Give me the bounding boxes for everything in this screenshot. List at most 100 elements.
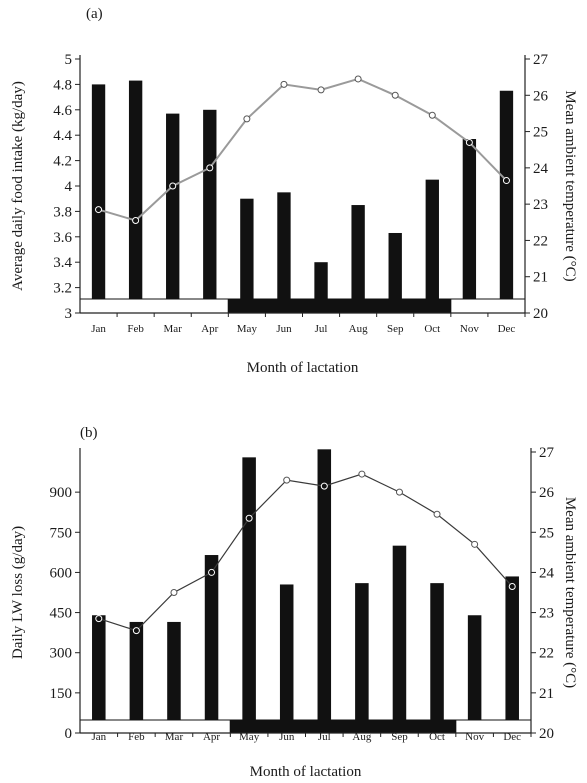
b-temperature-point-sep xyxy=(395,488,403,496)
b-bar-mar xyxy=(167,621,181,720)
b-temperature-point-feb xyxy=(132,627,140,635)
a-xtick-label-sep: Sep xyxy=(387,323,404,335)
b-y2tick-label-2: 22 xyxy=(539,646,554,662)
a-y2tick-label-4: 24 xyxy=(533,161,549,177)
b-bar-feb xyxy=(129,621,144,720)
a-xtick-label-may: May xyxy=(237,323,258,335)
a-xtick-label-mar: Mar xyxy=(164,323,183,335)
a-ytick-label-2: 3.4 xyxy=(53,255,72,271)
b-xtick-label-feb: Feb xyxy=(128,731,145,743)
a-temperature-point-jun xyxy=(280,80,288,88)
b-ytick-label-4: 600 xyxy=(50,565,73,581)
b-temperature-point-mar xyxy=(170,589,178,596)
a-temperature-point-feb xyxy=(132,216,140,224)
a-bar-mar xyxy=(166,113,180,299)
a-y2tick-label-7: 27 xyxy=(533,52,549,68)
b-temperature-point-jul xyxy=(320,482,328,490)
a-xtick-label-nov: Nov xyxy=(460,323,479,335)
a-ytick-label-3: 3.6 xyxy=(53,230,72,246)
b-bar-oct xyxy=(430,583,444,720)
b-xtick-label-mar: Mar xyxy=(165,731,184,743)
b-xtick-label-apr: Apr xyxy=(203,731,220,743)
b-y-axis-title: Daily LW loss (g/day) xyxy=(10,526,26,659)
b-y2tick-label-1: 21 xyxy=(539,686,554,702)
b-bar-may xyxy=(242,457,256,720)
b-y2tick-label-3: 23 xyxy=(539,606,554,622)
b-y2-axis-title: Mean ambient temperature (°C) xyxy=(562,497,578,688)
a-y2tick-label-1: 21 xyxy=(533,270,548,286)
b-ytick-label-0: 0 xyxy=(65,726,73,742)
panel-a-label: (a) xyxy=(86,6,103,22)
a-season-band-0 xyxy=(79,298,229,314)
a-ytick-label-1: 3.2 xyxy=(53,281,72,297)
b-temperature-point-apr xyxy=(208,568,216,576)
b-xtick-label-jul: Jul xyxy=(318,731,331,743)
a-temperature-line xyxy=(98,77,508,222)
a-bar-nov xyxy=(462,139,477,299)
a-bar-dec xyxy=(499,90,514,299)
b-ytick-label-1: 150 xyxy=(50,686,73,702)
a-season-band-1 xyxy=(227,298,452,314)
b-xtick-label-sep: Sep xyxy=(391,731,408,743)
b-ytick-label-3: 450 xyxy=(50,606,73,622)
a-x-axis-title: Month of lactation xyxy=(247,360,359,376)
b-y2tick-label-4: 24 xyxy=(539,565,555,581)
a-bar-sep xyxy=(388,232,402,299)
a-bar-jul xyxy=(314,262,328,299)
a-temperature-point-nov xyxy=(465,138,473,146)
a-bar-jan xyxy=(91,84,106,300)
b-y2tick-label-6: 26 xyxy=(539,485,555,501)
a-temperature-point-jan xyxy=(95,206,103,214)
b-temperature-point-nov xyxy=(471,540,479,548)
a-ytick-label-7: 4.4 xyxy=(53,128,72,144)
b-temperature-point-may xyxy=(245,514,253,522)
b-y2tick-label-5: 25 xyxy=(539,525,554,541)
a-temperature-point-sep xyxy=(391,91,399,99)
b-temperature-point-jun xyxy=(283,476,291,484)
a-ytick-label-0: 3 xyxy=(65,306,73,322)
a-bar-feb xyxy=(128,80,143,299)
b-bar-apr xyxy=(204,555,219,720)
b-temperature-point-oct xyxy=(433,510,441,518)
a-xtick-label-aug: Aug xyxy=(349,323,368,335)
b-temperature-point-dec xyxy=(508,582,516,590)
a-xtick-label-jun: Jun xyxy=(276,323,292,335)
a-temperature-point-dec xyxy=(502,177,510,185)
b-ytick-label-2: 300 xyxy=(50,646,73,662)
b-bar-jun xyxy=(279,584,294,720)
b-bar-jan xyxy=(92,615,106,720)
a-temperature-point-mar xyxy=(169,182,177,190)
b-bar-aug xyxy=(355,583,369,720)
a-y-axis-title: Average daily food intake (kg/day) xyxy=(10,81,26,291)
a-ytick-label-8: 4.6 xyxy=(53,103,72,119)
b-bar-dec xyxy=(505,576,519,720)
a-xtick-label-jul: Jul xyxy=(315,323,328,335)
b-xtick-label-oct: Oct xyxy=(429,731,445,743)
a-xtick-label-apr: Apr xyxy=(201,323,218,335)
a-temperature-point-may xyxy=(243,115,251,123)
a-xtick-label-oct: Oct xyxy=(424,323,440,335)
a-xtick-label-feb: Feb xyxy=(127,323,144,335)
b-y2tick-label-7: 27 xyxy=(539,445,555,461)
a-season-band-2 xyxy=(450,298,526,314)
a-bar-may xyxy=(240,198,254,299)
a-xtick-label-jan: Jan xyxy=(91,323,106,335)
a-ytick-label-10: 5 xyxy=(65,52,73,68)
b-xtick-label-jan: Jan xyxy=(91,731,106,743)
a-temperature-point-aug xyxy=(354,75,362,83)
b-temperature-point-jan xyxy=(95,615,103,623)
b-bar-nov xyxy=(467,615,482,720)
b-temperature-line xyxy=(98,473,513,632)
a-ytick-label-9: 4.8 xyxy=(53,77,72,93)
a-bar-apr xyxy=(203,109,217,299)
b-temperature-point-aug xyxy=(358,470,366,478)
b-ytick-label-6: 900 xyxy=(50,485,73,501)
a-bar-jun xyxy=(277,192,291,299)
b-bar-sep xyxy=(392,545,407,720)
a-bar-aug xyxy=(351,205,365,299)
a-y2-axis-title: Mean ambient temperature (°C) xyxy=(562,90,578,281)
a-temperature-point-jul xyxy=(317,86,325,94)
b-xtick-label-dec: Dec xyxy=(503,731,521,743)
